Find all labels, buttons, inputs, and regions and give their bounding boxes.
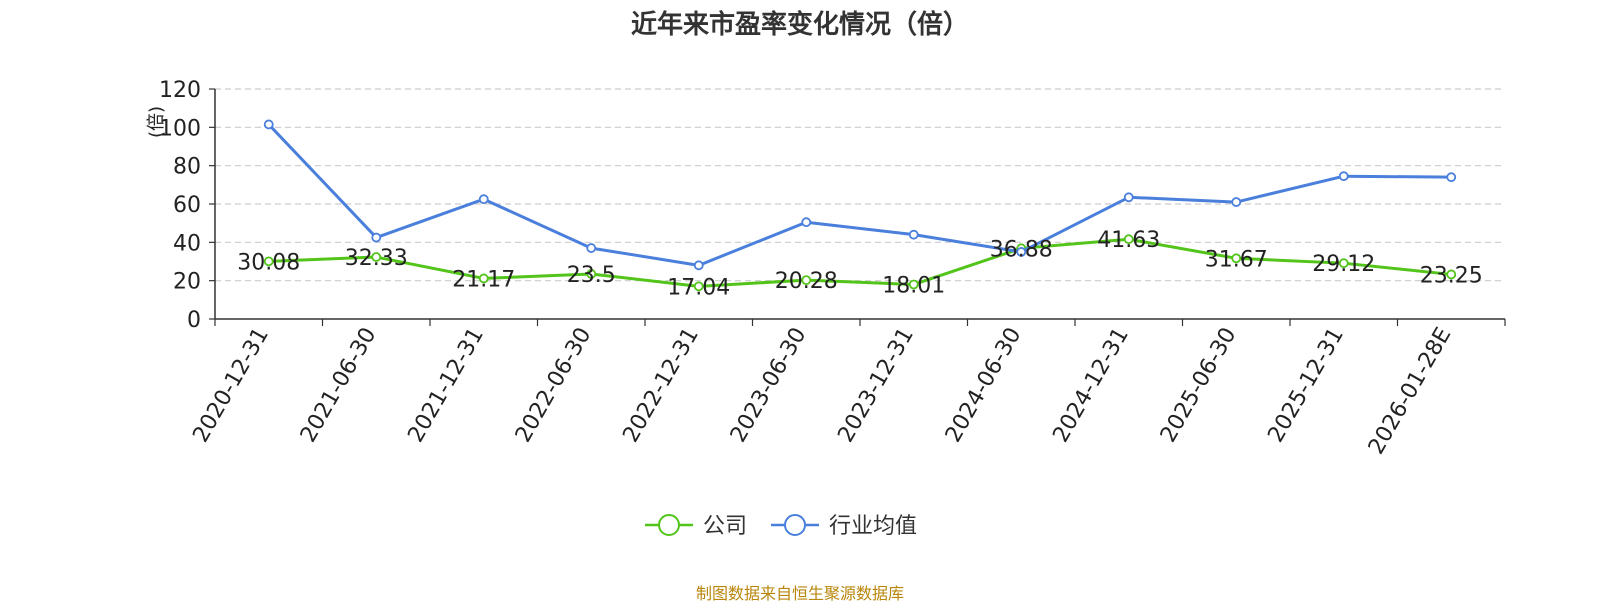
- x-tick-label: 2025-06-30: [1156, 324, 1242, 447]
- x-tick-label: 2021-06-30: [296, 324, 382, 447]
- x-tick-label: 2022-12-31: [618, 324, 704, 447]
- data-point: [1446, 269, 1457, 280]
- series-layer: [263, 119, 1457, 292]
- data-point: [908, 229, 919, 240]
- y-tick-label: 20: [173, 270, 201, 295]
- y-tick-label: 40: [173, 231, 201, 256]
- legend-label: 行业均值: [829, 514, 917, 539]
- data-point: [371, 252, 382, 262]
- x-tick-label: 2024-12-31: [1048, 324, 1134, 447]
- data-label: 21.17: [452, 267, 515, 292]
- legend-marker: [658, 514, 680, 536]
- data-label: 29.12: [1312, 252, 1375, 277]
- data-point: [478, 194, 489, 205]
- data-source-note: 制图数据来自恒生聚源数据库: [695, 584, 904, 603]
- legend: 公司 行业均值: [645, 514, 917, 539]
- data-point: [693, 281, 704, 292]
- x-tick-label: 2024-06-30: [941, 324, 1027, 447]
- data-labels: 30.08 32.33 21.17 23.5 17.04 20.28 18.01 36.88 4…: [237, 228, 1482, 300]
- data-point: [1446, 172, 1457, 183]
- x-axis: 2020-12-31 2021-06-30 2021-12-31 2022-06-30…: [188, 318, 1506, 459]
- chart-title: 近年来市盈率变化情况（倍）: [630, 10, 969, 40]
- data-point: [1123, 192, 1134, 203]
- data-point: [371, 232, 382, 243]
- data-label: 31.67: [1205, 247, 1268, 272]
- data-label: 18.01: [882, 273, 945, 298]
- x-tick-label: 2021-12-31: [403, 324, 489, 447]
- x-tick-label: 2026-01-28E: [1364, 324, 1457, 459]
- series-line-industry: [267, 123, 1452, 267]
- x-tick-label: 2023-12-31: [833, 324, 919, 447]
- data-label: 23.5: [567, 263, 616, 288]
- legend-marker: [784, 514, 806, 536]
- data-label: 23.25: [1420, 263, 1483, 288]
- data-point: [1231, 253, 1242, 264]
- data-label: 36.88: [990, 237, 1053, 262]
- data-point: [1231, 197, 1242, 207]
- data-label: 17.04: [667, 275, 730, 300]
- legend-label: 公司: [703, 514, 747, 539]
- data-point: [263, 119, 274, 130]
- x-tick-label: 2025-12-31: [1263, 324, 1349, 447]
- data-point: [908, 279, 919, 290]
- y-tick-label: 60: [173, 193, 201, 218]
- data-point: [1338, 258, 1349, 269]
- data-label: 30.08: [237, 250, 300, 275]
- data-point: [1016, 247, 1027, 257]
- y-tick-label: 0: [187, 308, 201, 333]
- y-tick-label: 100: [159, 116, 201, 141]
- data-point: [693, 260, 704, 271]
- x-tick-label: 2022-06-30: [511, 324, 597, 447]
- data-point: [586, 243, 597, 253]
- data-point: [586, 269, 597, 279]
- x-tick-label: 2020-12-31: [188, 324, 274, 447]
- data-label: 20.28: [775, 269, 838, 294]
- y-axis-label: (倍): [146, 106, 167, 138]
- data-point: [263, 256, 274, 267]
- data-point: [1338, 171, 1349, 182]
- data-label: 41.63: [1097, 228, 1160, 253]
- data-point: [801, 275, 812, 286]
- y-tick-label: 120: [159, 78, 201, 103]
- x-tick-label: 2023-06-30: [726, 324, 812, 447]
- y-axis: 0 20 40 60 80 100 120 (倍): [146, 78, 216, 333]
- data-point: [478, 273, 489, 284]
- data-point: [1123, 234, 1134, 245]
- series-line-company: [268, 237, 1452, 288]
- data-label: 32.33: [345, 246, 408, 271]
- data-point: [801, 217, 812, 228]
- y-tick-label: 80: [173, 155, 201, 180]
- gridlines: [215, 88, 1505, 282]
